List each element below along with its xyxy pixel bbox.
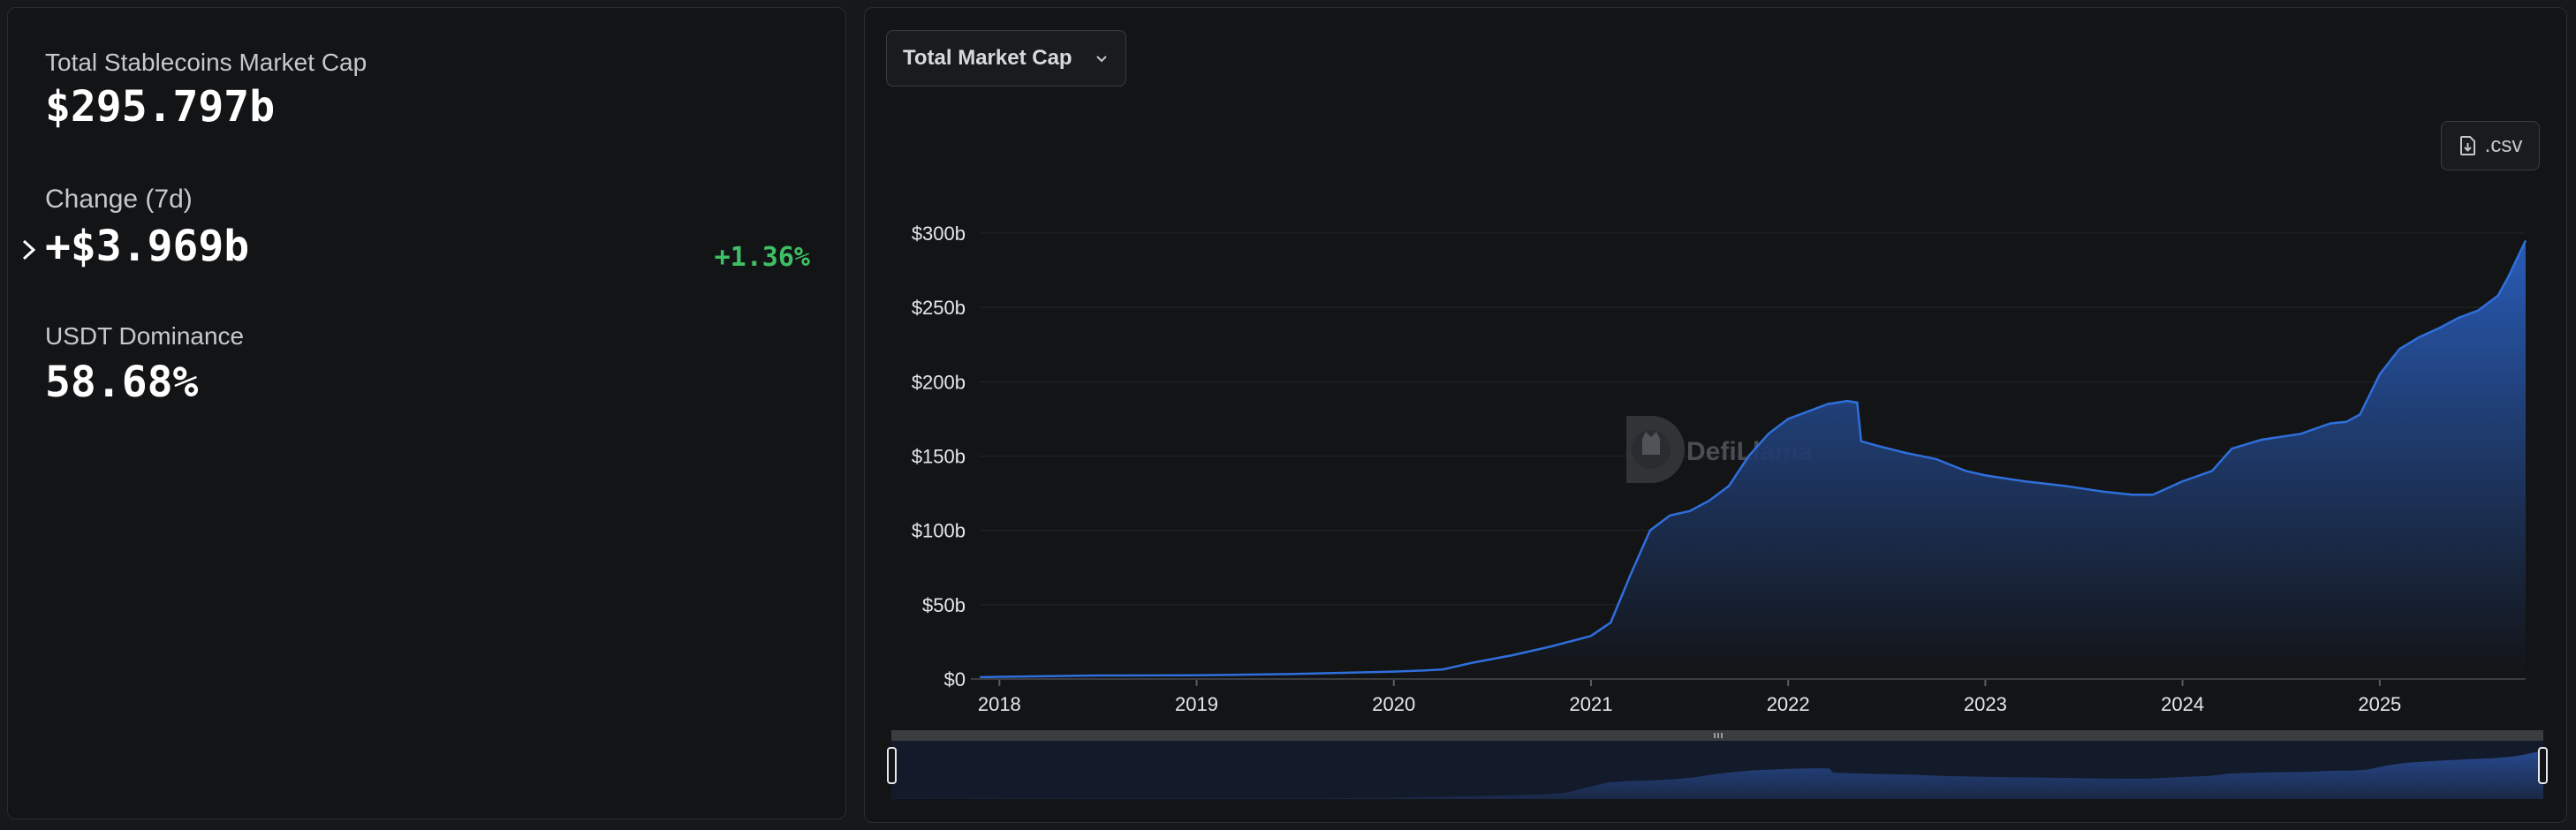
slider-grip-icon[interactable] <box>1714 733 1723 738</box>
csv-label: .csv <box>2484 133 2523 157</box>
x-tick-label: 2022 <box>1767 693 1810 715</box>
x-tick-label: 2019 <box>1175 693 1218 715</box>
y-tick-label: $100b <box>912 520 966 542</box>
y-tick-label: $50b <box>922 594 966 616</box>
y-tick-label: $150b <box>912 446 966 468</box>
x-tick-label: 2024 <box>2161 693 2204 715</box>
x-axis: 2018 2019 2020 2021 2022 2023 2024 2025 <box>978 679 2401 715</box>
chart-panel: Total Market Cap .csv $0 $50b $100b $150b $2… <box>864 7 2567 823</box>
dominance-label: USDT Dominance <box>45 322 245 350</box>
file-download-icon <box>2459 136 2475 155</box>
slider-right-handle[interactable] <box>2538 747 2548 784</box>
chevron-right-icon[interactable] <box>17 232 43 268</box>
change-percent: +1.36% <box>714 242 810 273</box>
slider-left-handle[interactable] <box>887 747 897 784</box>
market-cap-area <box>980 240 2526 679</box>
stats-panel: Total Stablecoins Market Cap $295.797b C… <box>7 7 846 819</box>
dominance-value: 58.68% <box>45 358 199 407</box>
y-tick-label: $0 <box>944 668 966 690</box>
market-cap-line <box>979 239 2527 679</box>
y-axis: $0 $50b $100b $150b $200b $250b $300b <box>912 223 966 690</box>
market-cap-label: Total Stablecoins Market Cap <box>45 49 367 76</box>
change-value: +$3.969b <box>45 222 250 271</box>
y-tick-label: $300b <box>912 223 966 245</box>
y-tick-label: $250b <box>912 297 966 319</box>
chart-type-dropdown[interactable]: Total Market Cap <box>886 30 1126 87</box>
range-slider[interactable] <box>887 730 2548 799</box>
y-tick-label: $200b <box>912 371 966 393</box>
x-tick-label: 2025 <box>2358 693 2401 715</box>
x-tick-label: 2020 <box>1372 693 1415 715</box>
change-label: Change (7d) <box>45 185 193 214</box>
x-tick-label: 2021 <box>1569 693 1612 715</box>
csv-download-button[interactable]: .csv <box>2441 121 2540 170</box>
market-cap-chart: $0 $50b $100b $150b $200b $250b $300b 2018 2019… <box>887 223 2548 799</box>
market-cap-value: $295.797b <box>45 82 276 132</box>
x-tick-label: 2018 <box>978 693 1021 715</box>
x-tick-label: 2023 <box>1964 693 2007 715</box>
slider-preview-area <box>891 750 2543 799</box>
chart-type-dropdown-label: Total Market Cap <box>903 46 1072 70</box>
chevron-down-icon <box>1096 56 1107 63</box>
